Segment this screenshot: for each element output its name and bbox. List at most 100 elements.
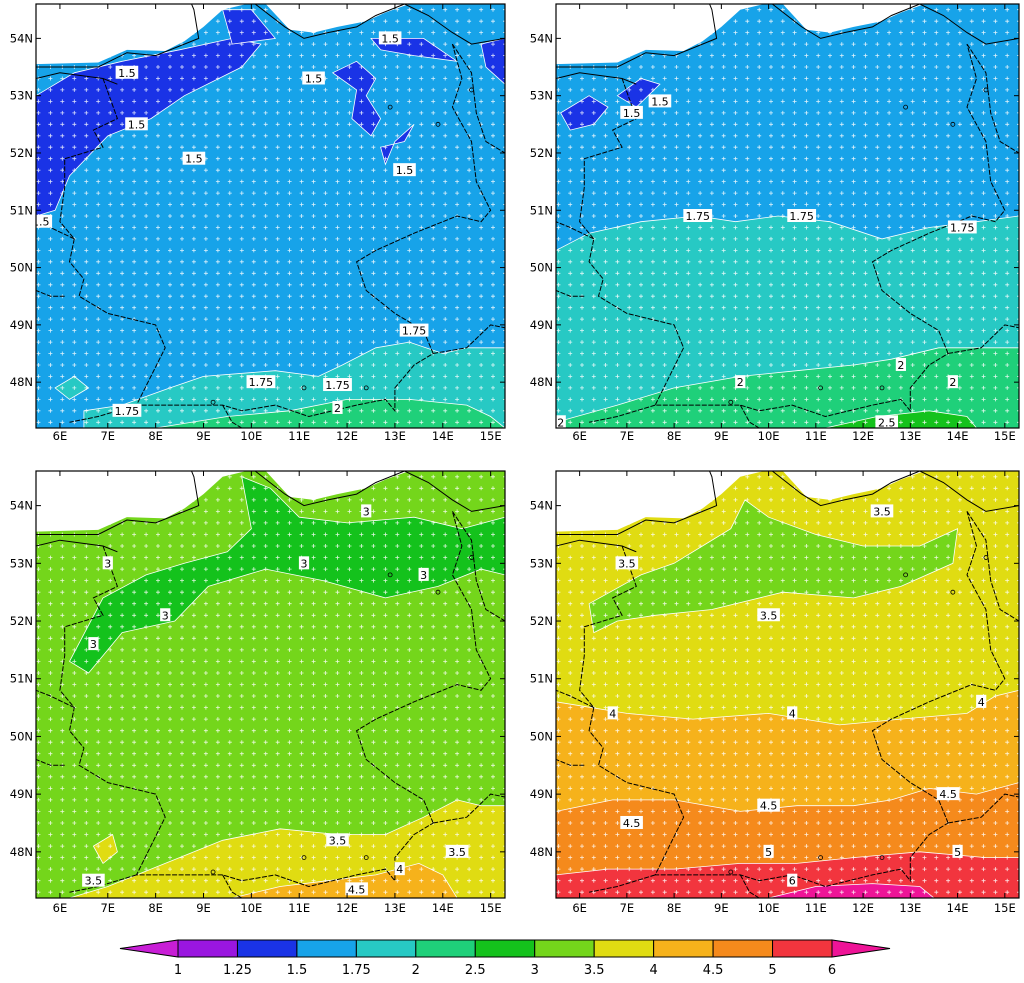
contour-label: 4: [976, 694, 987, 709]
map-svg: 1.5 1.5 1.5 1.5 1.5 1.5 1.5 1.75 1.75 1.75 1.75 2 54…: [10, 3, 506, 443]
lon-tick-label: 6E: [53, 901, 68, 915]
svg-text:3: 3: [162, 609, 169, 622]
lon-tick-label: 12E: [336, 429, 358, 443]
lat-tick-label: 49N: [10, 318, 33, 332]
contour-label: 1.75: [787, 209, 817, 223]
lon-tick-label: 8E: [667, 901, 682, 915]
contour-label: 5: [763, 844, 774, 859]
map-svg: 3.5 3.5 3.5 4 4 4 4.5 4.5 4.5 5 5 6 54N 53N 52N 51N 50N 4…: [530, 470, 1020, 915]
svg-text:1.5: 1.5: [32, 216, 50, 229]
lon-tick-label: 7E: [100, 429, 115, 443]
svg-text:5: 5: [954, 846, 961, 859]
coastline: [36, 471, 200, 535]
map-frame: [555, 470, 1020, 899]
lat-tick-label: 49N: [530, 787, 553, 801]
svg-text:4: 4: [396, 863, 403, 876]
lake: [983, 555, 989, 560]
contour-label: 2: [947, 375, 958, 389]
svg-text:3: 3: [90, 638, 97, 651]
contour-label: 4.5: [757, 798, 780, 813]
coastline: [556, 471, 718, 535]
svg-text:3: 3: [301, 557, 308, 570]
colorbar-label: 4.5: [703, 963, 724, 978]
map-panel-bottom-left: 3 3 3 3 3 3 3.5 3.5 3.5 4 4.5 54N 53N 52N 51N 50N 49N 48N…: [0, 463, 512, 930]
country-border: [871, 511, 1006, 824]
lat-tick-label: 52N: [10, 146, 33, 160]
svg-text:3.5: 3.5: [329, 834, 347, 847]
country-border: [966, 43, 1019, 154]
country-border: [966, 511, 1019, 622]
lat-tick-label: 52N: [10, 614, 33, 628]
contour-label: 3.5: [757, 608, 780, 622]
lat-tick-label: 50N: [10, 261, 33, 275]
lon-tick-label: 11E: [288, 901, 310, 915]
contour-label: 3.5: [870, 504, 894, 518]
lon-tick-label: 14E: [947, 429, 969, 443]
country-border: [739, 874, 760, 898]
colorbar-swatch: [177, 939, 238, 958]
lat-tick-label: 50N: [530, 261, 553, 275]
colorbar-label: 3.5: [584, 963, 605, 978]
contour-label: 4.5: [345, 882, 368, 896]
svg-text:4: 4: [789, 707, 796, 720]
country-border: [579, 78, 949, 418]
colorbar-label: 1.25: [223, 963, 252, 978]
country-border: [69, 874, 137, 893]
field-region-1-25: [480, 37, 505, 85]
lon-tick-label: 8E: [148, 429, 163, 443]
svg-text:1.75: 1.75: [402, 325, 427, 338]
svg-text:4: 4: [609, 707, 616, 720]
map-svg: 1.5 1.5 1.75 1.75 1.75 2 2 2 2 2.5 54N 53N 52N 51N 50N…: [530, 3, 1020, 443]
contour-label: 3: [88, 637, 99, 651]
lon-tick-label: 6E: [572, 429, 587, 443]
svg-text:2: 2: [949, 376, 956, 389]
country-border: [589, 874, 656, 893]
lake: [818, 855, 823, 861]
contour-label: 1.75: [399, 323, 429, 338]
contour-label: 3.5: [445, 844, 469, 859]
lat-tick-label: 52N: [530, 146, 553, 160]
field-region-1-25: [560, 95, 609, 131]
country-border: [588, 404, 656, 423]
lon-tick-label: 14E: [432, 429, 454, 443]
contour-label: 2: [332, 400, 343, 415]
map-panel-top-right: 1.5 1.5 1.75 1.75 1.75 2 2 2 2 2.5 54N 53N 52N 51N 50N…: [512, 0, 1024, 463]
svg-text:4: 4: [978, 696, 985, 709]
lake: [903, 572, 909, 578]
lon-tick-label: 9E: [196, 901, 211, 915]
lon-tick-label: 9E: [714, 429, 729, 443]
lon-tick-label: 10E: [758, 901, 780, 915]
lon-tick-label: 9E: [196, 429, 211, 443]
country-border: [451, 43, 505, 154]
svg-text:2: 2: [737, 376, 744, 389]
contour-label: 1.5: [32, 214, 53, 229]
contour-label: 3: [361, 504, 372, 518]
contour-label: 6: [787, 873, 798, 888]
coastline: [771, 4, 1019, 45]
lon-tick-label: 9E: [714, 901, 729, 915]
contour-label: 4.5: [936, 787, 960, 801]
contour-label: 1.75: [112, 403, 142, 418]
svg-text:4.5: 4.5: [348, 883, 366, 896]
lat-tick-label: 49N: [10, 787, 33, 801]
lake: [210, 399, 216, 405]
colorbar-under-arrow: [119, 939, 179, 958]
colorbar-label: 1: [174, 963, 182, 978]
field-region-1-25: [616, 78, 661, 108]
lon-tick-label: 6E: [53, 429, 68, 443]
svg-text:1.5: 1.5: [396, 164, 414, 177]
lon-tick-label: 11E: [805, 901, 827, 915]
lon-tick-label: 10E: [758, 429, 780, 443]
lake: [879, 855, 885, 861]
svg-text:2.5: 2.5: [878, 416, 896, 429]
lon-tick-label: 13E: [899, 901, 921, 915]
contour-label: 1.5: [648, 94, 672, 108]
contour-label: 3.5: [615, 556, 639, 570]
colorbar-swatch: [236, 939, 298, 958]
svg-text:1.5: 1.5: [305, 72, 323, 85]
svg-text:3.5: 3.5: [618, 557, 636, 570]
svg-text:1.5: 1.5: [118, 67, 136, 80]
map-panel-top-left: 1.5 1.5 1.5 1.5 1.5 1.5 1.5 1.75 1.75 1.75 1.75 2 54…: [0, 0, 512, 463]
field-region-6: [768, 883, 935, 898]
country-border: [556, 221, 595, 240]
